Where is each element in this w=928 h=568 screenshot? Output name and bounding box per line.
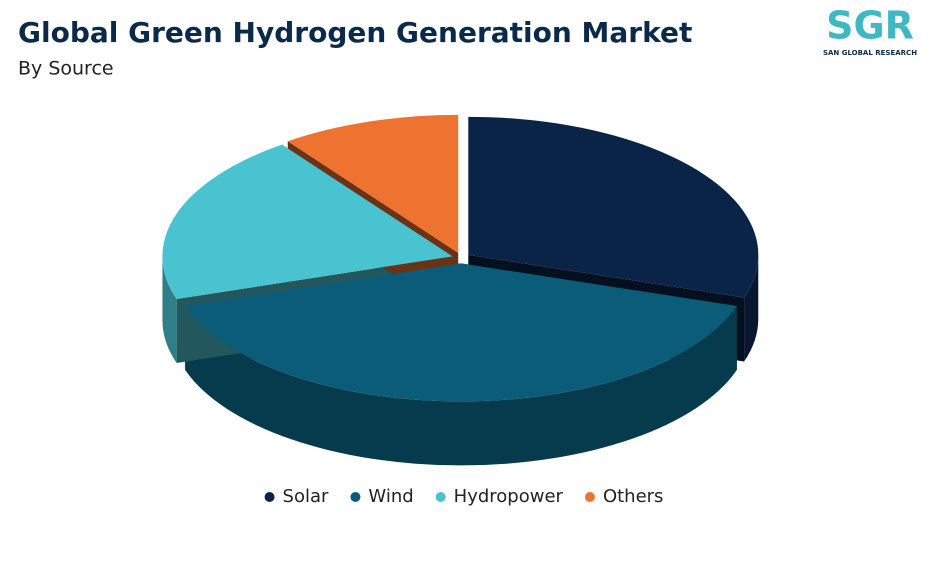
legend-marker (264, 492, 275, 502)
logo-mark: SGR (826, 4, 914, 48)
slice (468, 116, 759, 298)
legend-label: Others (603, 486, 664, 507)
legend: Solar Wind Hydropower Others (264, 486, 664, 507)
legend-marker (350, 492, 361, 502)
chart-title: Global Green Hydrogen Generation Market (18, 16, 692, 49)
slice (287, 114, 459, 253)
legend-label: Solar (283, 486, 329, 507)
legend-label: Hydropower (454, 486, 564, 507)
pie (162, 114, 759, 466)
slice-side (185, 306, 737, 466)
legend-marker (435, 492, 446, 502)
chart-subtitle: By Source (18, 58, 114, 80)
slice-side (744, 254, 759, 362)
legend-marker (584, 492, 595, 502)
slice-side (162, 256, 177, 363)
slice (185, 263, 737, 402)
logo-text: SAN GLOBAL RESEARCH (823, 49, 917, 57)
slice (162, 144, 453, 299)
logo: SGR SAN GLOBAL RESEARCH (823, 4, 917, 58)
legend-label: Wind (368, 486, 413, 507)
